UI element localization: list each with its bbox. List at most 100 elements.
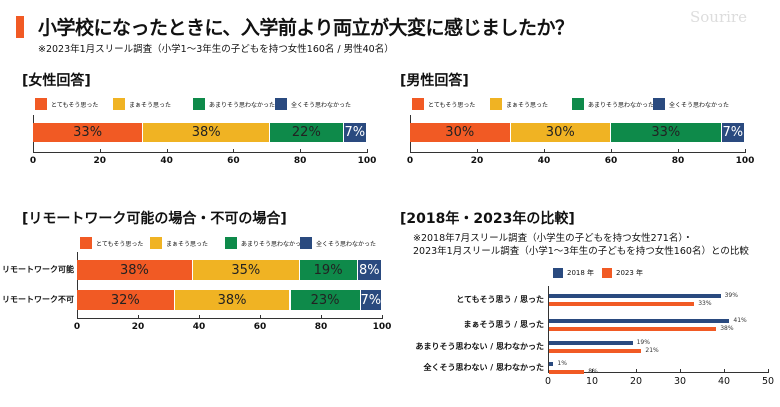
- x-tick-label: 60: [253, 322, 267, 332]
- x-tick: [724, 369, 725, 373]
- female-heading: [女性回答]: [22, 73, 91, 89]
- x-tick-label: 100: [357, 156, 377, 166]
- x-tick-label: 100: [735, 156, 755, 166]
- value-label: 33%: [698, 299, 712, 307]
- x-tick-label: 80: [314, 322, 328, 332]
- x-axis-line: [77, 318, 382, 319]
- x-tick-label: 40: [192, 322, 206, 332]
- x-tick: [199, 315, 200, 319]
- x-tick: [680, 369, 681, 373]
- bar-segment: 7%: [721, 123, 745, 142]
- legend-swatch: [490, 98, 502, 110]
- value-label: 39%: [724, 292, 738, 299]
- legend-swatch: [113, 98, 125, 110]
- x-tick: [260, 315, 261, 319]
- legend-item: あまりそう思わなかった: [193, 98, 275, 110]
- legend-swatch: [275, 98, 287, 110]
- legend-item: まぁそう思った: [113, 98, 171, 110]
- legend-item: あまりそう思わなかった: [225, 237, 307, 249]
- comparison-note-2: 2023年1月スリール調査（小学1～3年生の子どもを持つ女性160名）との比較: [413, 246, 749, 257]
- bar-segment: 8%: [357, 260, 382, 280]
- x-tick-label: 0: [73, 322, 81, 332]
- x-tick: [166, 149, 168, 153]
- legend-label: とてもそう思った: [428, 101, 476, 109]
- x-tick: [367, 149, 368, 153]
- x-tick-label: 0: [406, 156, 414, 166]
- x-tick-label: 0: [544, 376, 552, 387]
- value-label: 21%: [645, 346, 659, 354]
- category-label: とてもそう思う / 思った: [456, 295, 544, 304]
- value-label: 38%: [720, 324, 734, 332]
- bar: [549, 362, 554, 366]
- bar-segment: 19%: [299, 260, 358, 280]
- x-tick: [321, 315, 322, 319]
- x-tick-label: 40: [160, 156, 173, 166]
- legend-label: まぁそう思った: [129, 101, 172, 109]
- remote-heading: [リモートワーク可能の場合・不可の場合]: [22, 211, 287, 227]
- bar: [549, 319, 730, 323]
- watermark-logo: Sourire: [690, 8, 747, 26]
- x-tick: [548, 369, 549, 373]
- legend-swatch: [150, 237, 162, 249]
- x-tick-label: 100: [372, 322, 392, 332]
- legend-item: 2018 年: [553, 268, 594, 278]
- x-tick: [592, 369, 593, 373]
- legend-item: まぁそう思った: [150, 237, 208, 249]
- x-tick-label: 20: [93, 156, 107, 166]
- legend-swatch: [572, 98, 584, 110]
- x-tick-label: 30: [673, 376, 687, 387]
- comparison-heading: [2018年・2023年の比較]: [400, 211, 575, 227]
- y-axis-line: [548, 286, 549, 372]
- bar: [549, 348, 642, 353]
- bar-segment: 38%: [143, 123, 271, 142]
- x-tick: [33, 149, 34, 153]
- legend-swatch: [80, 237, 92, 249]
- legend-label: まぁそう思った: [166, 240, 209, 248]
- legend-label: 2018 年: [567, 269, 595, 277]
- legend-label: とてもそう思った: [96, 240, 144, 248]
- title-accent-bar: [16, 16, 24, 38]
- x-tick: [636, 369, 637, 373]
- legend-swatch: [225, 237, 237, 249]
- x-axis-line: [548, 372, 768, 373]
- x-tick-label: 20: [470, 156, 484, 166]
- x-tick: [77, 315, 78, 319]
- legend-label: とてもそう思った: [51, 101, 99, 109]
- x-tick: [382, 315, 383, 319]
- y-axis-line: [77, 252, 78, 318]
- legend-label: 2023 年: [616, 269, 644, 277]
- row-label: リモートワーク可能: [2, 265, 74, 274]
- comparison-note-1: ※2018年7月スリール調査（小学生の子どもを持つ女性271名）・: [413, 233, 693, 244]
- bar-segment: 30%: [510, 123, 611, 142]
- bar-segment: 7%: [361, 290, 382, 310]
- bar-segment: 35%: [192, 260, 300, 280]
- value-label: 19%: [636, 339, 650, 346]
- x-axis-line: [33, 152, 367, 153]
- legend-item: 全くそう思わなかった: [300, 237, 376, 249]
- x-tick-label: 20: [629, 376, 643, 387]
- legend-item: 全くそう思わなかった: [653, 98, 729, 110]
- x-tick: [745, 149, 746, 153]
- legend-item: とてもそう思った: [35, 98, 98, 110]
- x-tick: [768, 369, 769, 373]
- bar-segment: 38%: [77, 260, 193, 280]
- legend-label: 全くそう思わなかった: [669, 101, 730, 109]
- x-tick-label: 60: [604, 156, 618, 166]
- legend-item: とてもそう思った: [80, 237, 143, 249]
- value-label: 1%: [557, 360, 567, 367]
- legend-label: あまりそう思わなかった: [209, 101, 276, 109]
- legend-swatch: [35, 98, 47, 110]
- category-label: あまりそう思わない / 思わなかった: [415, 342, 545, 351]
- x-tick: [99, 149, 101, 153]
- x-tick: [138, 315, 139, 319]
- x-tick: [544, 149, 545, 153]
- legend-item: まぁそう思った: [490, 98, 548, 110]
- x-tick-label: 10: [585, 376, 599, 387]
- x-tick-label: 40: [537, 156, 551, 166]
- page-title: 小学校になったときに、入学前より両立が大変に感じましたか？: [38, 17, 574, 39]
- page-subtitle: ※2023年1月スリール調査（小学1～3年生の子どもを持つ女性160名 / 男性…: [38, 44, 394, 55]
- legend-item: 2023 年: [602, 268, 643, 278]
- legend-label: まぁそう思った: [506, 101, 549, 109]
- legend-swatch: [602, 268, 612, 278]
- bar: [549, 294, 721, 298]
